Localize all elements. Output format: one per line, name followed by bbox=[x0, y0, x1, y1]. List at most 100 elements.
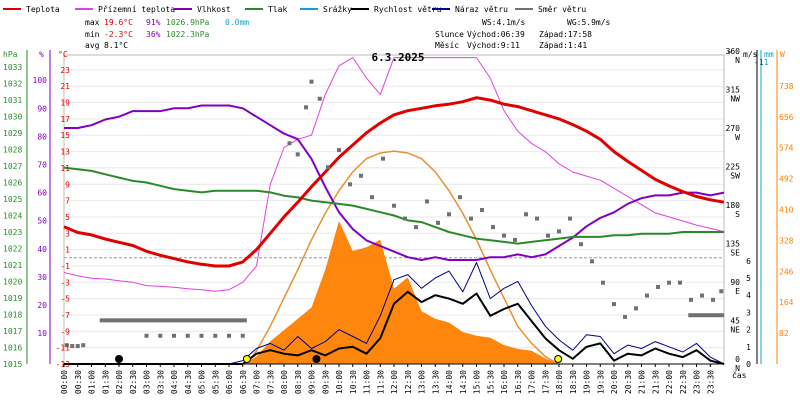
wind-direction-point bbox=[158, 333, 163, 338]
tick-label-dir: 90 bbox=[730, 278, 740, 287]
wind-direction-point bbox=[601, 280, 605, 285]
tick-label-dir: E bbox=[735, 287, 740, 296]
tick-label-solar: 410 bbox=[779, 206, 794, 215]
wind-direction-point bbox=[287, 141, 292, 146]
legend-label: Rychlost větru bbox=[374, 5, 442, 14]
wind-direction-point bbox=[678, 280, 682, 285]
tick-label-hpa: 1031 bbox=[3, 96, 22, 105]
tick-label-solar: 574 bbox=[779, 144, 794, 153]
stat-max-press: 1026.9hPa bbox=[166, 18, 210, 27]
wind-direction-point bbox=[326, 165, 330, 170]
tick-label-temp: -7 bbox=[60, 311, 70, 320]
sun-marker bbox=[242, 355, 251, 363]
x-tick-label: 04:30 bbox=[184, 370, 193, 394]
tick-label-hpa: 1024 bbox=[3, 212, 22, 221]
tick-label-rain-extra: 1 bbox=[764, 58, 769, 67]
stat-avg-temp: 8.1°C bbox=[104, 41, 128, 50]
pressure-line bbox=[63, 166, 724, 245]
x-tick-label: 17:00 bbox=[528, 370, 537, 394]
sun-rise: Východ:06:39 bbox=[467, 30, 525, 39]
tick-label-pct: 30 bbox=[37, 273, 47, 282]
wind-direction-point bbox=[623, 314, 627, 319]
wind-direction-point bbox=[70, 344, 75, 349]
tick-label-temp: -5 bbox=[60, 295, 70, 304]
tick-label-dir: W bbox=[735, 133, 740, 142]
x-tick-label: 08:30 bbox=[294, 370, 303, 394]
tick-label-temp: 7 bbox=[65, 197, 70, 206]
tick-label-temp: -13 bbox=[56, 360, 71, 369]
wind-direction-point bbox=[656, 284, 660, 289]
tick-label-temp: 13 bbox=[60, 148, 70, 157]
solar-radiation-area bbox=[242, 220, 559, 364]
stat-avg-label: avg bbox=[85, 41, 100, 50]
tick-label-solar: 328 bbox=[779, 236, 794, 245]
x-tick-label: 03:30 bbox=[156, 370, 165, 394]
tick-label-pct: 90 bbox=[37, 104, 47, 113]
x-tick-label: 19:30 bbox=[596, 370, 605, 394]
tick-label-dir: 45 bbox=[730, 316, 740, 325]
stat-min-hum: 36% bbox=[146, 30, 161, 39]
wind-direction-point bbox=[645, 293, 649, 298]
wind-direction-point bbox=[75, 344, 80, 349]
x-tick-label: 22:00 bbox=[665, 370, 674, 394]
x-tick-label: 13:30 bbox=[431, 370, 440, 394]
tick-label-temp: 1 bbox=[65, 246, 70, 255]
x-tick-label: 20:00 bbox=[610, 370, 619, 394]
event-markers bbox=[115, 355, 563, 363]
x-tick-label: 14:30 bbox=[459, 370, 468, 394]
wind-direction-point bbox=[667, 280, 671, 285]
legend: Teplota Přízemní teplota Vlhkost Tlak Srážky… bbox=[3, 5, 586, 14]
moon-marker bbox=[312, 355, 321, 363]
tick-label-temp: 3 bbox=[65, 229, 70, 238]
x-axis-label: čas bbox=[732, 370, 747, 380]
tick-label-wind: 0 bbox=[746, 360, 751, 369]
tick-label-dir: SW bbox=[730, 171, 740, 180]
wind-direction-point bbox=[240, 333, 245, 338]
x-tick-label: 04:00 bbox=[170, 370, 179, 394]
tick-label-solar: 164 bbox=[779, 298, 794, 307]
x-tick-label: 18:30 bbox=[569, 370, 578, 394]
legend-label: Směr větru bbox=[538, 5, 586, 14]
tick-label-pct: 60 bbox=[37, 189, 47, 198]
x-tick-label: 02:30 bbox=[129, 370, 138, 394]
axis-unit-dir: ° bbox=[727, 50, 732, 59]
tick-label-hpa: 1029 bbox=[3, 129, 22, 138]
tick-label-temp: 19 bbox=[60, 99, 70, 108]
tick-label-hpa: 1032 bbox=[3, 80, 22, 89]
stat-max-hum: 91% bbox=[146, 18, 161, 27]
tick-label-dir: 0 bbox=[735, 355, 740, 364]
tick-label-hpa: 1019 bbox=[3, 294, 22, 303]
tick-label-solar: 738 bbox=[779, 82, 794, 91]
tick-label-dir: NW bbox=[730, 94, 740, 103]
tick-label-dir: NE bbox=[730, 325, 740, 334]
wind-direction-point bbox=[370, 195, 374, 200]
x-tick-label: 21:00 bbox=[638, 370, 647, 394]
wind-direction-point bbox=[317, 96, 322, 101]
tick-label-dir: SE bbox=[730, 248, 740, 257]
tick-label-dir: N bbox=[735, 364, 740, 373]
wind-direction-point bbox=[436, 220, 440, 225]
x-tick-label: 02:00 bbox=[115, 370, 124, 394]
stat-max-label: max bbox=[85, 18, 100, 27]
tick-label-wind: 5 bbox=[746, 274, 751, 283]
tick-label-temp: 21 bbox=[60, 82, 70, 91]
wind-direction-point bbox=[81, 343, 86, 348]
grid bbox=[63, 54, 725, 365]
axis-unit-wind: m/s bbox=[743, 50, 758, 59]
stat-min-press: 1022.3hPa bbox=[166, 30, 210, 39]
tick-label-temp: -9 bbox=[60, 327, 70, 336]
temperature-line bbox=[63, 96, 725, 268]
wind-direction-point bbox=[359, 173, 363, 178]
x-tick-label: 10:30 bbox=[349, 370, 358, 394]
tick-label-dir: 315 bbox=[726, 85, 741, 94]
x-tick-label: 12:00 bbox=[390, 370, 399, 394]
tick-label-pct: 70 bbox=[37, 160, 47, 169]
wind-direction-point bbox=[612, 302, 616, 307]
wind-direction-point bbox=[557, 229, 561, 234]
tick-label-wind: 6 bbox=[746, 257, 751, 266]
tick-label-dir: N bbox=[735, 56, 740, 65]
wind-direction-point bbox=[480, 207, 484, 212]
legend-label: Tlak bbox=[268, 5, 287, 14]
tick-label-solar: 656 bbox=[779, 113, 794, 122]
x-tick-label: 22:30 bbox=[679, 370, 688, 394]
